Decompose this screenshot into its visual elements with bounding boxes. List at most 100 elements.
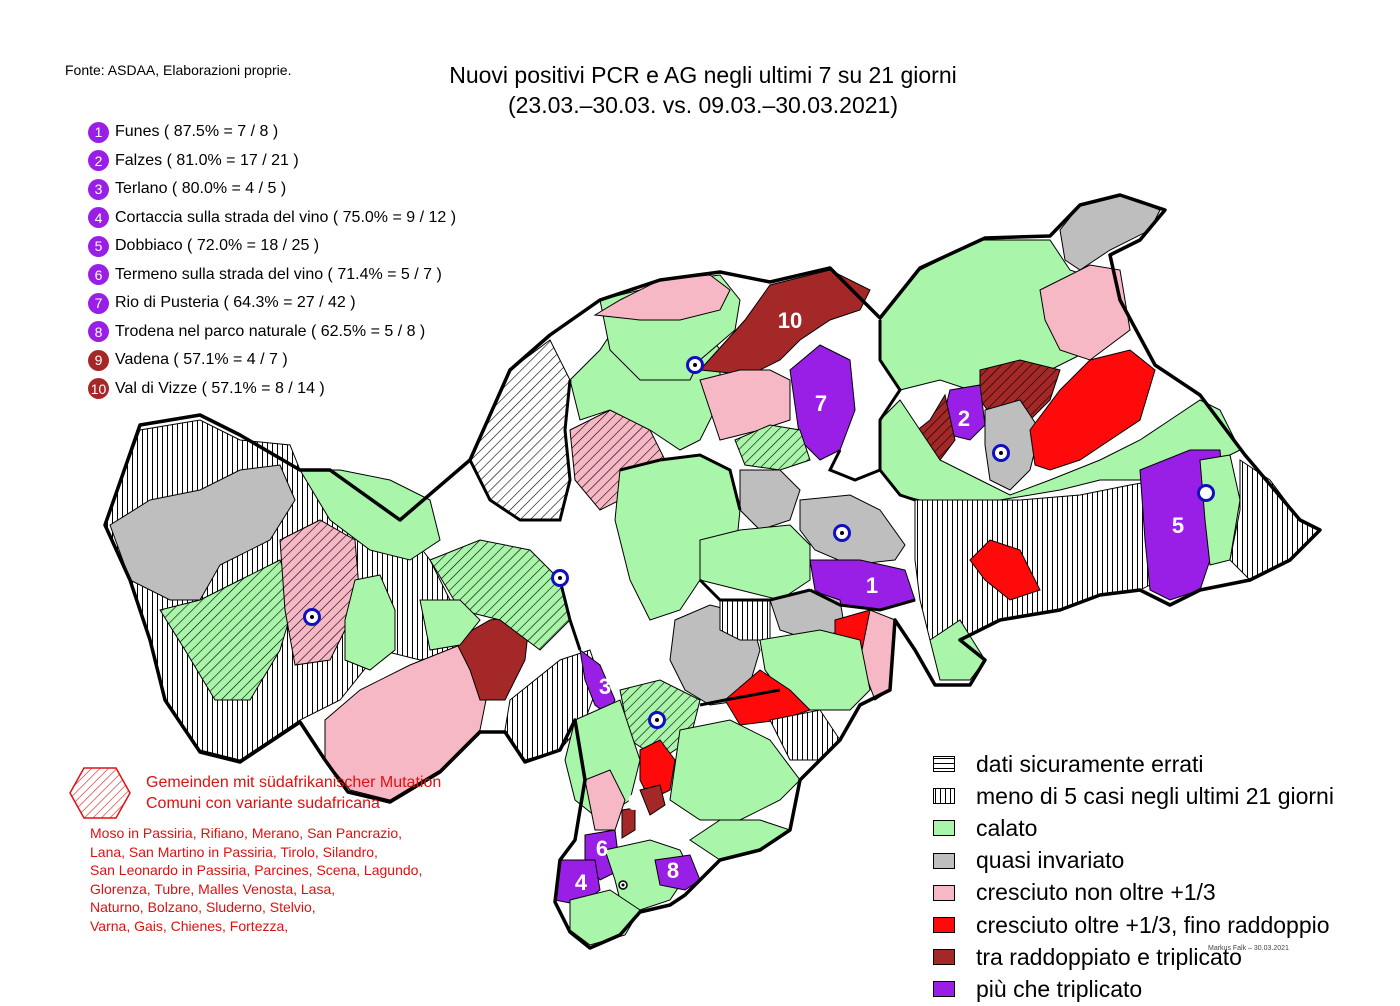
region-trodena-purple — [654, 854, 701, 891]
map-label-1: 1 — [866, 573, 878, 598]
region-schnals-green — [419, 599, 481, 651]
legend-swatch — [933, 820, 955, 837]
ranking-item: 9 Vadena ( 57.1% = 4 / 7 ) — [88, 346, 456, 375]
region-ahrntal-pink — [1039, 264, 1131, 361]
region-pink-center — [699, 369, 791, 441]
legend-swatch — [933, 949, 955, 966]
capital-ring-icon — [551, 569, 569, 587]
ranking-item: 1 Funes ( 87.5% = 7 / 8 ) — [88, 118, 456, 147]
region-naturns-green — [299, 469, 441, 561]
rank-text: Terlano ( 80.0% = 4 / 5 ) — [115, 180, 287, 198]
author-credit: Markus Falk – 30.03.2021 — [1208, 945, 1289, 952]
region-red-east-big — [1029, 349, 1156, 471]
district-capitals — [303, 356, 1215, 890]
map-label-10: 10 — [778, 308, 802, 333]
legend-swatch-horizontal-lines — [933, 756, 955, 773]
region-vadena-darkred — [639, 784, 666, 816]
legend-item: dati sicuramente errati — [933, 748, 1334, 780]
map-label-5: 5 — [1172, 513, 1184, 538]
legend-swatch — [933, 917, 955, 934]
region-green-mid — [699, 524, 811, 601]
mutation-title-de: Gemeinden mit südafrikanischer Mutation — [146, 774, 442, 791]
rank-text: Cortaccia sulla strada del vino ( 75.0% … — [115, 208, 457, 226]
region-bruneck-grey — [984, 399, 1041, 491]
rank-badge: 9 — [88, 349, 109, 371]
capital-ring-icon — [686, 356, 704, 374]
capital-ring-icon — [833, 524, 851, 542]
mutation-line: Moso in Passiria, Rifiano, Merano, San P… — [90, 825, 403, 841]
mutation-line: Glorenza, Tubre, Malles Venosta, Lasa, — [90, 880, 336, 897]
ranking-item: 7 Rio di Pusteria ( 64.3% = 27 / 42 ) — [88, 289, 456, 318]
mutation-municipality-list: Moso in Passiria, Rifiano, Merano, San P… — [90, 824, 490, 935]
legend-label: più che triplicato — [976, 975, 1143, 1002]
map-label-9: 9 — [628, 790, 640, 815]
rank-text: Rio di Pusteria ( 64.3% = 27 / 42 ) — [115, 294, 356, 312]
source-note: Fonte: ASDAA, Elaborazioni proprie. — [65, 62, 292, 78]
capital-ring-icon — [648, 711, 666, 729]
capital-ring-icon — [992, 444, 1010, 462]
ranking-item: 10 Val di Vizze ( 57.1% = 8 / 14 ) — [88, 375, 456, 404]
region-center-green-hatch — [734, 424, 811, 471]
ranking-item: 8 Trodena nel parco naturale ( 62.5% = 5… — [88, 318, 456, 347]
legend-label: cresciuto oltre +1/3, fino raddoppio — [976, 911, 1330, 938]
legend-item: cresciuto non oltre +1/3 — [933, 877, 1334, 909]
title-line-2: (23.03.–30.03. vs. 09.03.–30.03.2021) — [507, 92, 899, 118]
mutation-title-it: Comuni con variante sudafricana — [146, 795, 380, 812]
legend-item: meno di 5 casi negli ultimi 21 giorni — [933, 780, 1334, 812]
legend-swatch — [933, 852, 955, 869]
rank-badge: 8 — [88, 321, 109, 343]
ranking-list: 1 Funes ( 87.5% = 7 / 8 ) 2 Falzes ( 81.… — [88, 118, 456, 403]
rank-badge: 5 — [88, 235, 109, 257]
rank-badge: 1 — [88, 121, 109, 143]
rank-badge: 2 — [88, 150, 109, 172]
region-pfitsch-darkred — [698, 269, 871, 376]
map-label-7: 7 — [815, 391, 827, 416]
region-se-green — [669, 719, 801, 821]
region-sexten-vertical — [1229, 459, 1321, 581]
mutation-line: Naturno, Bolzano, Sluderno, Stelvio, — [90, 899, 316, 915]
ranking-item: 5 Dobbiaco ( 72.0% = 18 / 25 ) — [88, 232, 456, 261]
rank-text: Termeno sulla strada del vino ( 71.4% = … — [115, 265, 442, 283]
region-martell-green — [344, 574, 396, 671]
rank-badge: 10 — [88, 378, 109, 400]
region-enneberg-red — [969, 539, 1041, 601]
legend-item: più che triplicato — [933, 973, 1334, 1005]
ranking-item: 2 Falzes ( 81.0% = 17 / 21 ) — [88, 147, 456, 176]
map-label-4: 4 — [575, 870, 588, 895]
ranking-item: 6 Termeno sulla strada del vino ( 71.4% … — [88, 261, 456, 290]
municipalities — [104, 194, 1321, 946]
rank-text: Trodena nel parco naturale ( 62.5% = 5 /… — [115, 322, 426, 340]
legend-label: dati sicuramente errati — [976, 750, 1204, 777]
legend-item: tra raddoppiato e triplicato — [933, 941, 1334, 973]
region-center-grey — [739, 469, 801, 531]
rank-badge: 4 — [88, 207, 109, 229]
rank-text: Funes ( 87.5% = 7 / 8 ) — [115, 123, 279, 141]
capital-ring-icon — [1197, 484, 1215, 502]
map-label-3: 3 — [599, 674, 611, 699]
region-south-green-2 — [604, 839, 691, 911]
rank-badge: 7 — [88, 292, 109, 314]
mutation-line: Lana, San Martino in Passiria, Tirolo, S… — [90, 843, 378, 860]
ranking-item: 4 Cortaccia sulla strada del vino ( 75.0… — [88, 204, 456, 233]
ranking-item: 3 Terlano ( 80.0% = 4 / 5 ) — [88, 175, 456, 204]
region-vadena-red — [639, 739, 676, 801]
rank-text: Vadena ( 57.1% = 4 / 7 ) — [115, 351, 288, 369]
region-north-pink — [593, 274, 731, 321]
legend-label: cresciuto non oltre +1/3 — [976, 879, 1216, 906]
region-overetsch-pink — [584, 769, 626, 831]
mutation-hexagon-icon — [69, 767, 131, 819]
mutation-line: San Leonardo in Passiria, Parcines, Scen… — [90, 862, 423, 878]
mutation-title: Gemeinden mit südafrikanischer Mutation … — [146, 772, 441, 814]
rank-text: Falzes ( 81.0% = 17 / 21 ) — [115, 151, 299, 169]
legend-swatch — [933, 884, 955, 901]
legend-item: calato — [933, 812, 1334, 844]
capital-ring-icon — [303, 608, 321, 626]
region-darkred-strip — [621, 807, 636, 839]
legend-label: calato — [976, 814, 1038, 841]
rank-text: Dobbiaco ( 72.0% = 18 / 25 ) — [115, 237, 320, 255]
legend: dati sicuramente errati meno di 5 casi n… — [933, 748, 1334, 1006]
map-number-labels: 1 2 3 4 5 6 7 8 9 10 — [575, 308, 1184, 895]
title-line-1: Nuovi positivi PCR e AG negli ultimi 7 s… — [449, 62, 957, 88]
district-borders — [468, 320, 916, 707]
